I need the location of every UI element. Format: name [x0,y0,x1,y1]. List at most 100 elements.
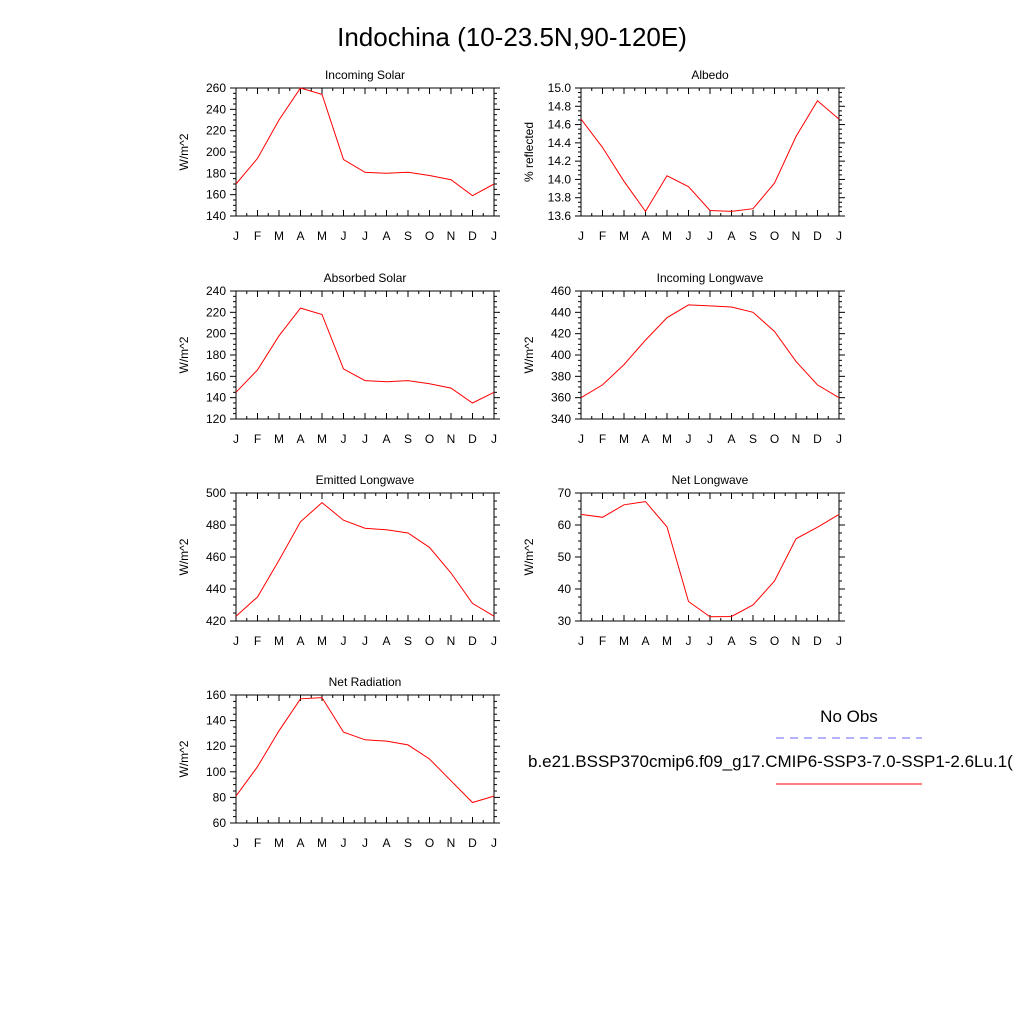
x-tick-label: A [382,229,390,243]
x-tick-label: N [792,432,801,446]
plot-frame [235,492,495,622]
legend-model-label: b.e21.BSSP370cmip6.f09_g17.CMIP6-SSP3-7.… [528,752,1013,771]
y-tick-label: 50 [558,550,572,564]
x-tick-label: N [792,229,801,243]
plot-frame [580,492,840,622]
x-tick-label: J [362,229,368,243]
x-tick-label: J [836,634,842,648]
page-title: Indochina (10-23.5N,90-120E) [337,22,687,52]
plot-frame [580,87,840,217]
x-tick-label: N [447,836,456,850]
y-tick-label: 120 [206,739,226,753]
y-tick-label: 460 [206,550,226,564]
y-tick-label: 200 [206,327,226,341]
x-tick-label: F [254,229,261,243]
x-tick-label: M [317,229,327,243]
x-tick-label: M [662,432,672,446]
series-line [235,307,495,404]
y-tick-label: 460 [551,284,571,298]
x-tick-label: O [425,836,434,850]
y-tick-label: 420 [551,327,571,341]
chart-title: Absorbed Solar [324,271,407,285]
x-tick-label: M [662,229,672,243]
x-tick-label: F [254,432,261,446]
x-tick-label: A [641,432,649,446]
x-tick-label: F [599,229,606,243]
x-tick-label: D [468,229,477,243]
x-tick-label: A [727,432,735,446]
x-tick-label: J [341,836,347,850]
x-tick-label: M [619,634,629,648]
x-tick-label: S [404,432,412,446]
x-tick-label: D [468,634,477,648]
x-tick-label: F [599,634,606,648]
x-tick-label: J [233,229,239,243]
x-tick-label: A [296,836,304,850]
x-tick-label: A [641,229,649,243]
y-tick-label: 440 [206,582,226,596]
x-tick-label: D [813,229,822,243]
x-tick-label: D [813,634,822,648]
y-tick-label: 440 [551,305,571,319]
y-tick-label: 220 [206,124,226,138]
x-tick-label: J [341,229,347,243]
y-tick-label: 420 [206,614,226,628]
x-tick-label: O [770,432,779,446]
y-tick-label: 400 [551,348,571,362]
x-tick-label: J [233,836,239,850]
x-tick-label: J [686,229,692,243]
x-tick-label: A [296,229,304,243]
x-tick-label: J [707,634,713,648]
x-tick-label: J [578,432,584,446]
y-tick-label: 160 [206,688,226,702]
y-tick-label: 13.6 [548,209,572,223]
legend: No Obs b.e21.BSSP370cmip6.f09_g17.CMIP6-… [528,707,1013,785]
x-tick-label: A [296,432,304,446]
x-tick-label: J [707,229,713,243]
y-tick-label: 160 [206,188,226,202]
x-tick-label: A [727,634,735,648]
x-tick-label: J [686,432,692,446]
x-tick-label: J [362,432,368,446]
x-tick-label: O [770,634,779,648]
plot-frame [580,290,840,420]
plot-frame [235,87,495,217]
chart-title: Albedo [691,68,729,82]
y-axis-label: W/m^2 [177,133,191,170]
x-tick-label: J [362,836,368,850]
y-axis-label: % reflected [522,122,536,182]
x-tick-label: A [382,432,390,446]
x-tick-label: N [447,634,456,648]
plot-frame [235,694,495,824]
y-tick-label: 100 [206,765,226,779]
y-tick-label: 14.4 [548,136,572,150]
y-tick-label: 14.0 [548,172,572,186]
x-tick-label: M [317,432,327,446]
x-tick-label: A [727,229,735,243]
x-tick-label: J [491,634,497,648]
x-tick-label: M [274,432,284,446]
chart-title: Incoming Solar [325,68,405,82]
y-tick-label: 240 [206,102,226,116]
x-tick-label: J [578,229,584,243]
x-tick-label: F [599,432,606,446]
x-tick-label: A [296,634,304,648]
legend-obs-label: No Obs [820,707,878,726]
y-tick-label: 140 [206,209,226,223]
x-tick-label: J [707,432,713,446]
x-tick-label: J [341,634,347,648]
y-tick-label: 120 [206,412,226,426]
x-tick-label: S [749,634,757,648]
y-tick-label: 80 [213,790,227,804]
x-tick-label: O [425,432,434,446]
x-tick-label: M [662,634,672,648]
y-tick-label: 40 [558,582,572,596]
y-tick-label: 70 [558,486,572,500]
y-tick-label: 13.8 [548,191,572,205]
y-tick-label: 200 [206,145,226,159]
y-tick-label: 15.0 [548,81,572,95]
x-tick-label: D [468,836,477,850]
y-tick-label: 380 [551,369,571,383]
